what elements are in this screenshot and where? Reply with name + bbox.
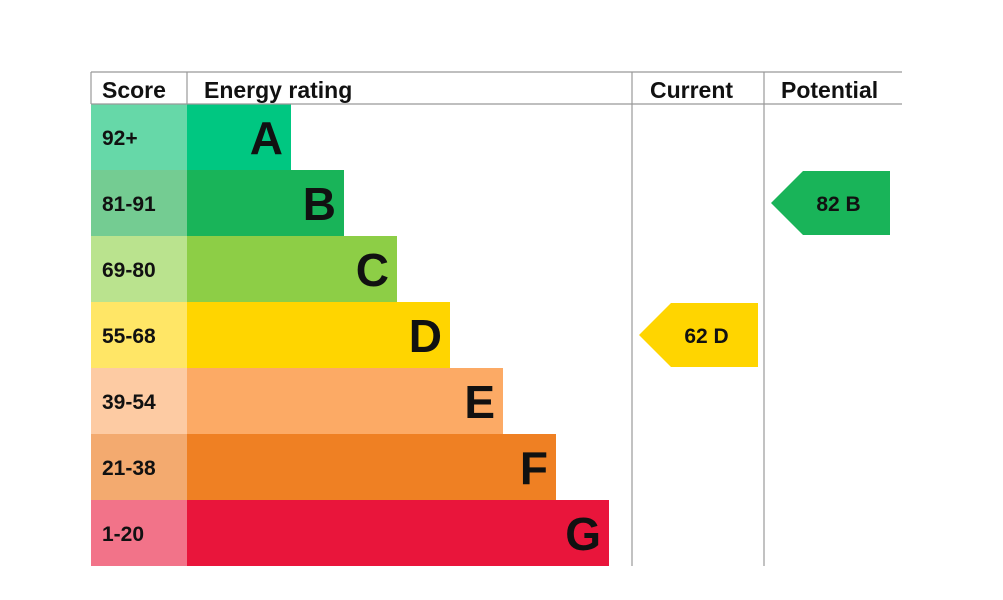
score-cell: [91, 104, 187, 170]
band-e: 39-54 E: [91, 368, 503, 434]
header-energy-rating: Energy rating: [204, 77, 352, 103]
score-cell: [91, 302, 187, 368]
header-current: Current: [650, 77, 733, 103]
score-cell: [91, 500, 187, 566]
potential-rating-arrow-shape: [771, 171, 890, 235]
rating-letter: B: [303, 178, 336, 230]
rating-bar: [187, 368, 503, 434]
band-b: 81-91 B: [91, 170, 344, 236]
rating-letter: F: [520, 442, 548, 494]
header-potential: Potential: [781, 77, 878, 103]
rating-letter: D: [409, 310, 442, 362]
rating-bands: 92+ A 81-91 B 69-80 C 55-68 D 39-54 E 21-38 F 1-20 G: [91, 104, 609, 566]
band-a: 92+ A: [91, 104, 291, 170]
rating-bar: [187, 302, 450, 368]
rating-letter: G: [565, 508, 601, 560]
header-row: Score Energy rating Current Potential: [102, 77, 878, 103]
potential-rating-arrow-label: 82 B: [816, 193, 860, 216]
rating-bar: [187, 236, 397, 302]
score-range-label: 92+: [102, 127, 138, 150]
score-cell: [91, 236, 187, 302]
rating-bar: [187, 104, 291, 170]
rating-arrows: 62 D 82 B: [639, 171, 890, 367]
current-rating-arrow: 62 D: [639, 303, 758, 367]
score-range-label: 21-38: [102, 457, 156, 480]
score-cell: [91, 170, 187, 236]
current-rating-arrow-label: 62 D: [684, 325, 728, 348]
header-score: Score: [102, 77, 166, 103]
table-lines: [90, 71, 902, 566]
rating-letter: A: [250, 112, 283, 164]
rating-bar: [187, 500, 609, 566]
score-range-label: 81-91: [102, 193, 156, 216]
score-cell: [91, 434, 187, 500]
rating-bar: [187, 170, 344, 236]
potential-rating-arrow: 82 B: [771, 171, 890, 235]
rating-letter: E: [464, 376, 495, 428]
score-range-label: 69-80: [102, 259, 156, 282]
score-range-label: 1-20: [102, 523, 144, 546]
score-range-label: 55-68: [102, 325, 156, 348]
rating-bar: [187, 434, 556, 500]
band-g: 1-20 G: [91, 500, 609, 566]
score-range-label: 39-54: [102, 391, 156, 414]
band-d: 55-68 D: [91, 302, 450, 368]
band-f: 21-38 F: [91, 434, 556, 500]
current-rating-arrow-shape: [639, 303, 758, 367]
band-c: 69-80 C: [91, 236, 397, 302]
rating-letter: C: [356, 244, 389, 296]
score-cell: [91, 368, 187, 434]
